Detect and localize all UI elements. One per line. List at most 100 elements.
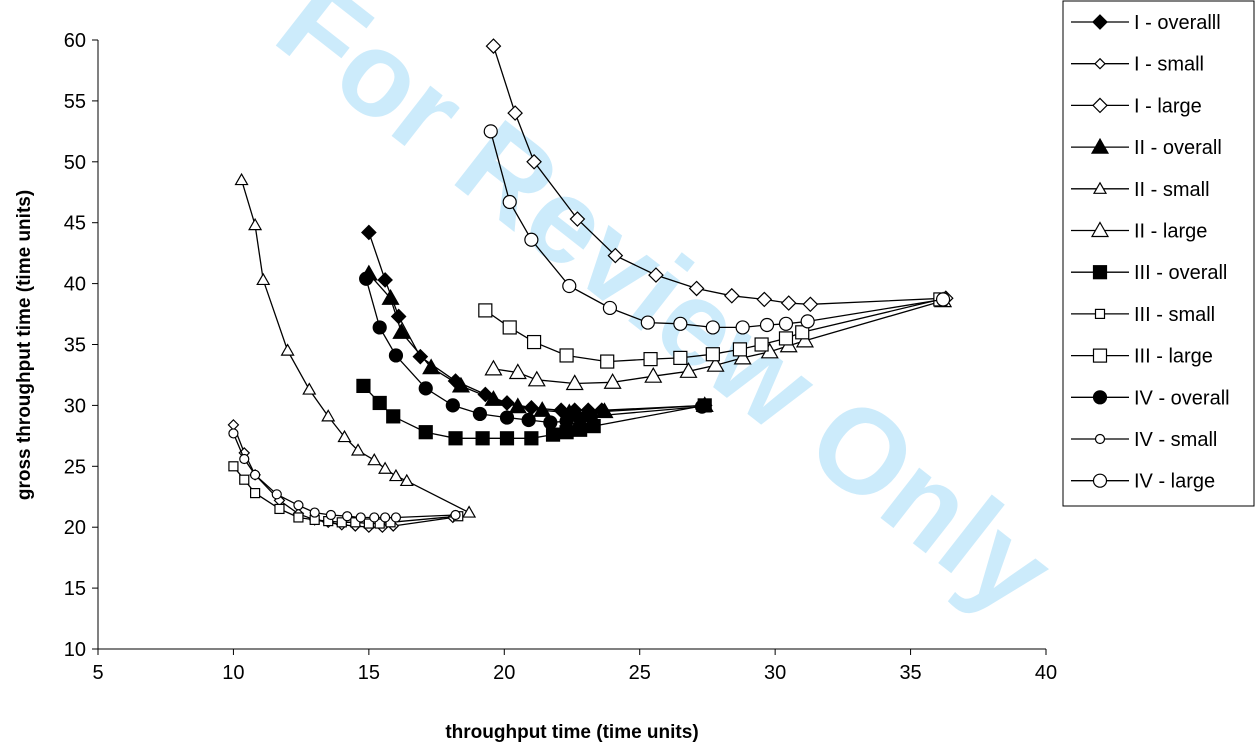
- data-point: [363, 518, 374, 529]
- data-point: [780, 295, 797, 311]
- legend-item: II - small: [1071, 179, 1210, 201]
- data-point: [390, 308, 407, 325]
- y-axis-title: gross throughput time (time units): [14, 190, 35, 500]
- data-point: [293, 512, 304, 523]
- data-point: [450, 509, 461, 521]
- legend-marker: [1090, 137, 1110, 154]
- data-point: [756, 291, 773, 308]
- legend-item: II - large: [1071, 221, 1207, 243]
- x-tick-label: 35: [899, 662, 921, 684]
- data-point: [524, 431, 539, 446]
- data-point: [356, 378, 371, 394]
- x-tick-label: 40: [1035, 662, 1057, 684]
- data-point: [723, 287, 740, 304]
- series-10: [228, 428, 461, 523]
- data-point: [595, 402, 614, 419]
- data-point: [249, 487, 261, 499]
- legend-item: II - overall: [1071, 137, 1222, 159]
- data-point: [583, 409, 599, 424]
- data-point: [392, 323, 411, 339]
- data-point: [239, 474, 250, 485]
- legend-label: II - small: [1134, 179, 1210, 201]
- data-point: [483, 124, 498, 139]
- data-point: [565, 374, 584, 391]
- data-point: [778, 331, 794, 346]
- y-tick-label: 45: [64, 213, 86, 235]
- data-point: [733, 348, 752, 365]
- data-point: [694, 399, 710, 414]
- data-point: [484, 359, 503, 376]
- legend-marker: [1092, 97, 1108, 114]
- series-4: [234, 172, 477, 518]
- x-tick-label: 15: [358, 662, 380, 684]
- data-point: [234, 172, 249, 186]
- data-point: [448, 431, 463, 446]
- data-point: [478, 303, 493, 318]
- legend-marker: [1092, 473, 1108, 488]
- legend-item: I - large: [1071, 95, 1202, 117]
- data-point: [228, 461, 239, 472]
- tick-group: 5 10 15 20 25 30 35 40 10 15 20 25 30 35 40 45 50 55 60: [64, 30, 1057, 684]
- legend: I - overalll I - small I - large II - overa…: [1062, 0, 1255, 507]
- legend-label: IV - overall: [1134, 387, 1230, 409]
- data-point: [499, 431, 515, 446]
- series-2: [485, 38, 954, 313]
- x-tick-label: 30: [764, 662, 786, 684]
- data-point: [499, 410, 515, 425]
- legend-label: IV - small: [1134, 429, 1217, 451]
- series-9: [359, 271, 710, 430]
- data-point: [607, 247, 624, 264]
- data-point: [249, 469, 261, 480]
- data-point: [390, 512, 402, 523]
- legend-label: II - overall: [1134, 137, 1222, 159]
- data-point: [462, 505, 477, 518]
- data-point: [374, 518, 385, 529]
- data-point: [256, 272, 271, 286]
- data-point: [445, 398, 460, 413]
- data-point: [321, 409, 336, 422]
- x-tick-label: 5: [92, 662, 103, 684]
- data-point: [648, 267, 664, 283]
- legend-item: III - small: [1071, 304, 1215, 326]
- data-point: [778, 316, 794, 331]
- y-tick-label: 60: [64, 30, 86, 52]
- y-tick-label: 10: [64, 639, 86, 661]
- legend-marker: [1094, 433, 1106, 445]
- series-7: [228, 461, 464, 529]
- data-point: [309, 507, 320, 518]
- data-point: [380, 512, 391, 523]
- data-point: [800, 314, 815, 329]
- legend-label: IV - large: [1134, 471, 1215, 493]
- data-point: [418, 425, 433, 440]
- data-point: [508, 363, 527, 380]
- data-point: [502, 320, 517, 335]
- data-point: [386, 409, 401, 424]
- y-tick-label: 55: [64, 91, 86, 113]
- data-point: [248, 217, 263, 231]
- legend-item: I - overalll: [1071, 12, 1221, 34]
- x-tick-label: 25: [629, 662, 651, 684]
- data-point: [603, 373, 622, 389]
- data-point: [732, 342, 748, 357]
- data-point: [361, 224, 377, 241]
- data-point: [451, 376, 470, 393]
- data-point: [378, 461, 393, 474]
- y-tick-label: 25: [64, 456, 86, 478]
- data-point: [562, 278, 577, 294]
- series-line: [240, 179, 470, 514]
- data-point: [545, 427, 561, 442]
- legend-label: II - large: [1134, 221, 1207, 243]
- data-point: [485, 38, 502, 54]
- data-point: [293, 500, 304, 511]
- data-point: [228, 428, 239, 439]
- data-point: [274, 503, 285, 515]
- x-axis-title: throughput time (time units): [445, 722, 698, 743]
- data-point: [337, 429, 352, 443]
- data-point: [600, 354, 615, 369]
- legend-label: I - small: [1134, 54, 1204, 76]
- series-6: [356, 378, 712, 446]
- legend-marker: [1092, 14, 1108, 30]
- data-point: [418, 381, 433, 396]
- data-point: [271, 489, 282, 500]
